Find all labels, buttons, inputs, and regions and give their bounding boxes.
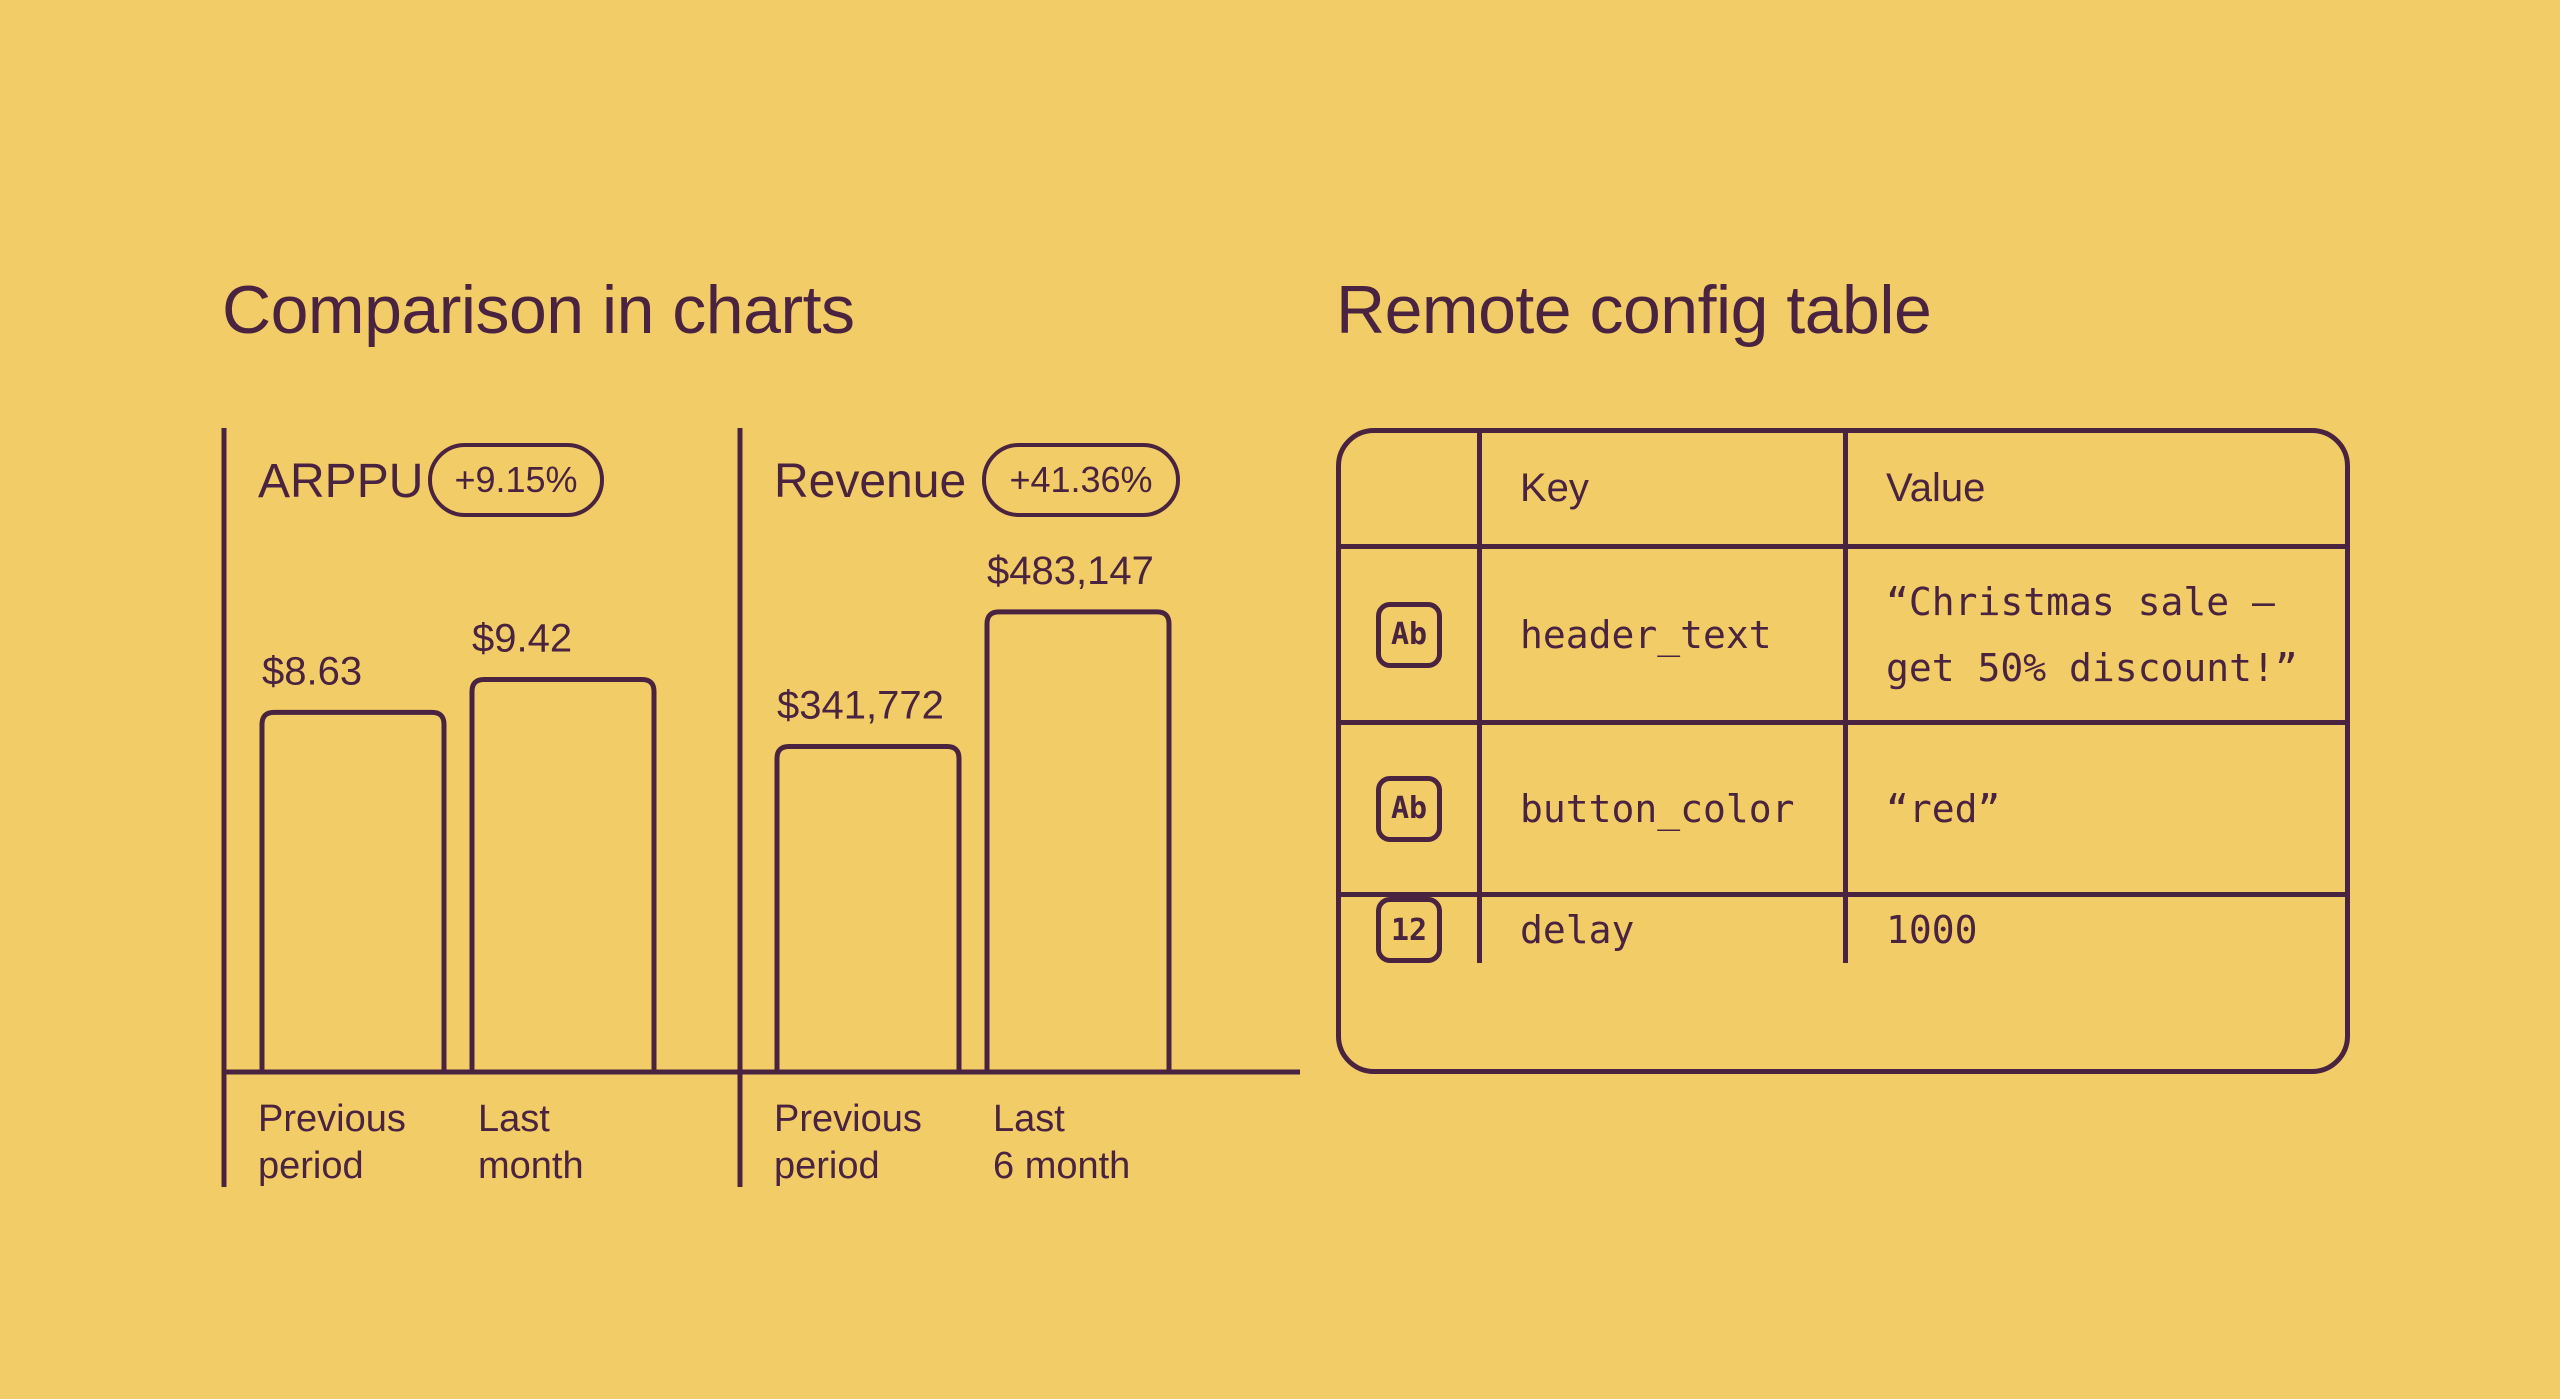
chart-1-category-label-2: Last [478,1098,550,1140]
chart-1-value-label-2: $9.42 [472,617,572,661]
chart-1-value-label-1: $8.63 [262,649,362,693]
config-value: “Christmas sale – get 50% discount!” [1886,579,2298,690]
chart-2-value-label-2: $483,147 [987,549,1154,593]
key-column-header: Key [1482,433,1848,544]
config-key: header_text [1482,549,1848,720]
config-value: 1000 [1886,908,1978,952]
comparison-charts: ARPPU +9.15% $8.63 Previous period $9.42 Last m… [221,428,1300,1187]
value-column-header: Value [1886,466,1986,510]
chart-2-bar-1 [774,744,962,1072]
chart-2-value-label-1: $341,772 [777,684,944,728]
string-type-icon: Ab [1376,601,1442,668]
chart-1-category-label-2: month [478,1145,584,1187]
table-header-row: Key Value [1341,433,2345,549]
table-section-title: Remote config table [1336,272,1932,348]
chart-1-category-label-1: period [258,1145,364,1187]
chart-1-change-label: +9.15% [454,459,577,500]
chart-1-title: ARPPU [258,455,423,508]
remote-config-table: Key Value Ab header_text “Christmas sale… [1336,428,2350,1074]
config-key: delay [1482,897,1848,963]
chart-1-bar-2 [469,677,657,1072]
table-row: Ab header_text “Christmas sale – get 50%… [1341,549,2345,725]
chart-2-title: Revenue [774,455,966,508]
chart-2-category-label-1: Previous [774,1098,922,1140]
config-key: button_color [1482,725,1848,892]
type-column-header [1341,433,1482,544]
chart-2-change-label: +41.36% [1009,459,1152,500]
table-row: Ab button_color “red” [1341,725,2345,897]
config-value: “red” [1886,786,2001,831]
string-type-icon: Ab [1376,775,1442,842]
chart-1-category-label-1: Previous [258,1098,406,1140]
chart-2-category-label-1: period [774,1145,880,1187]
table-row: 12 delay 1000 [1341,897,2345,963]
number-type-icon: 12 [1376,897,1442,963]
chart-2-category-label-2: Last [993,1098,1065,1140]
chart-2-change-badge [982,443,1180,517]
charts-section-title: Comparison in charts [222,272,855,348]
chart-1-change-badge [428,443,604,517]
chart-2-bar-2 [984,609,1172,1072]
chart-2-category-label-2: 6 month [993,1145,1130,1187]
chart-1-bar-1 [259,709,447,1072]
